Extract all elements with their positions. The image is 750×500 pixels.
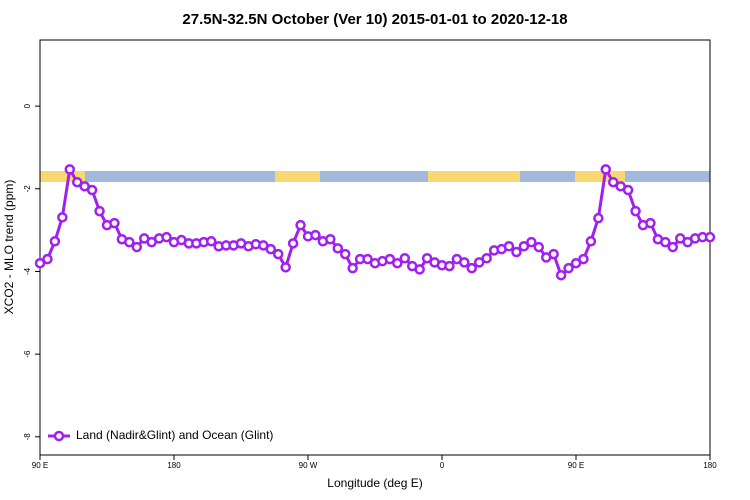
point <box>421 252 433 264</box>
legend-label: Land (Nadir&Glint) and Ocean (Glint) <box>76 428 273 442</box>
y-axis-label: XCO2 - MLO trend (ppm) <box>2 180 16 315</box>
point <box>503 241 515 252</box>
point <box>518 241 530 252</box>
point <box>49 236 61 247</box>
point <box>473 257 485 268</box>
y-tick-label: -2 <box>23 185 32 193</box>
point <box>555 269 567 281</box>
point <box>347 262 358 274</box>
point <box>384 253 396 265</box>
point <box>667 241 679 253</box>
point <box>287 238 299 249</box>
point <box>310 229 321 241</box>
x-tick-label: 180 <box>167 461 181 470</box>
point <box>578 253 589 265</box>
y-tick-label: -6 <box>23 350 32 358</box>
x-axis-label: Longitude (deg E) <box>327 476 422 490</box>
land-ocean-strip <box>40 171 710 182</box>
point <box>205 236 217 247</box>
point <box>585 236 597 247</box>
point <box>645 217 656 229</box>
legend-marker <box>53 430 65 442</box>
point <box>392 257 403 269</box>
point <box>459 257 470 268</box>
point <box>295 219 306 231</box>
x-tick-label: 90 E <box>32 461 48 470</box>
point <box>94 205 105 217</box>
point <box>272 248 284 260</box>
point <box>34 257 46 269</box>
point <box>526 236 537 248</box>
y-tick-label: 0 <box>23 103 32 108</box>
x-tick-label: 90 E <box>568 461 584 470</box>
point <box>362 253 373 265</box>
point <box>548 248 559 260</box>
point <box>71 176 83 188</box>
point <box>630 205 641 217</box>
plot-frame <box>39 39 711 456</box>
point <box>660 236 671 248</box>
point <box>704 231 716 243</box>
point <box>109 217 120 229</box>
point <box>563 262 574 274</box>
point <box>414 264 425 275</box>
point <box>466 262 478 274</box>
point <box>593 212 604 224</box>
point <box>481 252 492 264</box>
point <box>332 243 344 254</box>
y-tick-label: -4 <box>23 267 32 275</box>
point <box>622 184 634 196</box>
point <box>280 262 291 273</box>
point <box>444 260 455 272</box>
x-tick-label: 180 <box>703 461 717 470</box>
point <box>161 231 172 243</box>
point <box>64 164 76 175</box>
point <box>339 248 351 260</box>
chart-title: 27.5N-32.5N October (Ver 10) 2015-01-01 … <box>182 11 567 28</box>
point <box>131 241 143 253</box>
point <box>511 246 522 258</box>
point <box>86 184 98 196</box>
point <box>399 252 411 264</box>
point <box>570 257 582 269</box>
x-tick-label: 0 <box>440 461 445 470</box>
x-tick-label: 90 W <box>299 461 318 470</box>
point <box>325 233 336 245</box>
y-tick-label: -8 <box>23 433 32 441</box>
point <box>600 164 612 175</box>
point <box>265 243 277 255</box>
point <box>57 212 68 223</box>
point <box>533 241 545 253</box>
point <box>124 236 135 248</box>
point <box>607 176 619 188</box>
point <box>42 253 53 265</box>
